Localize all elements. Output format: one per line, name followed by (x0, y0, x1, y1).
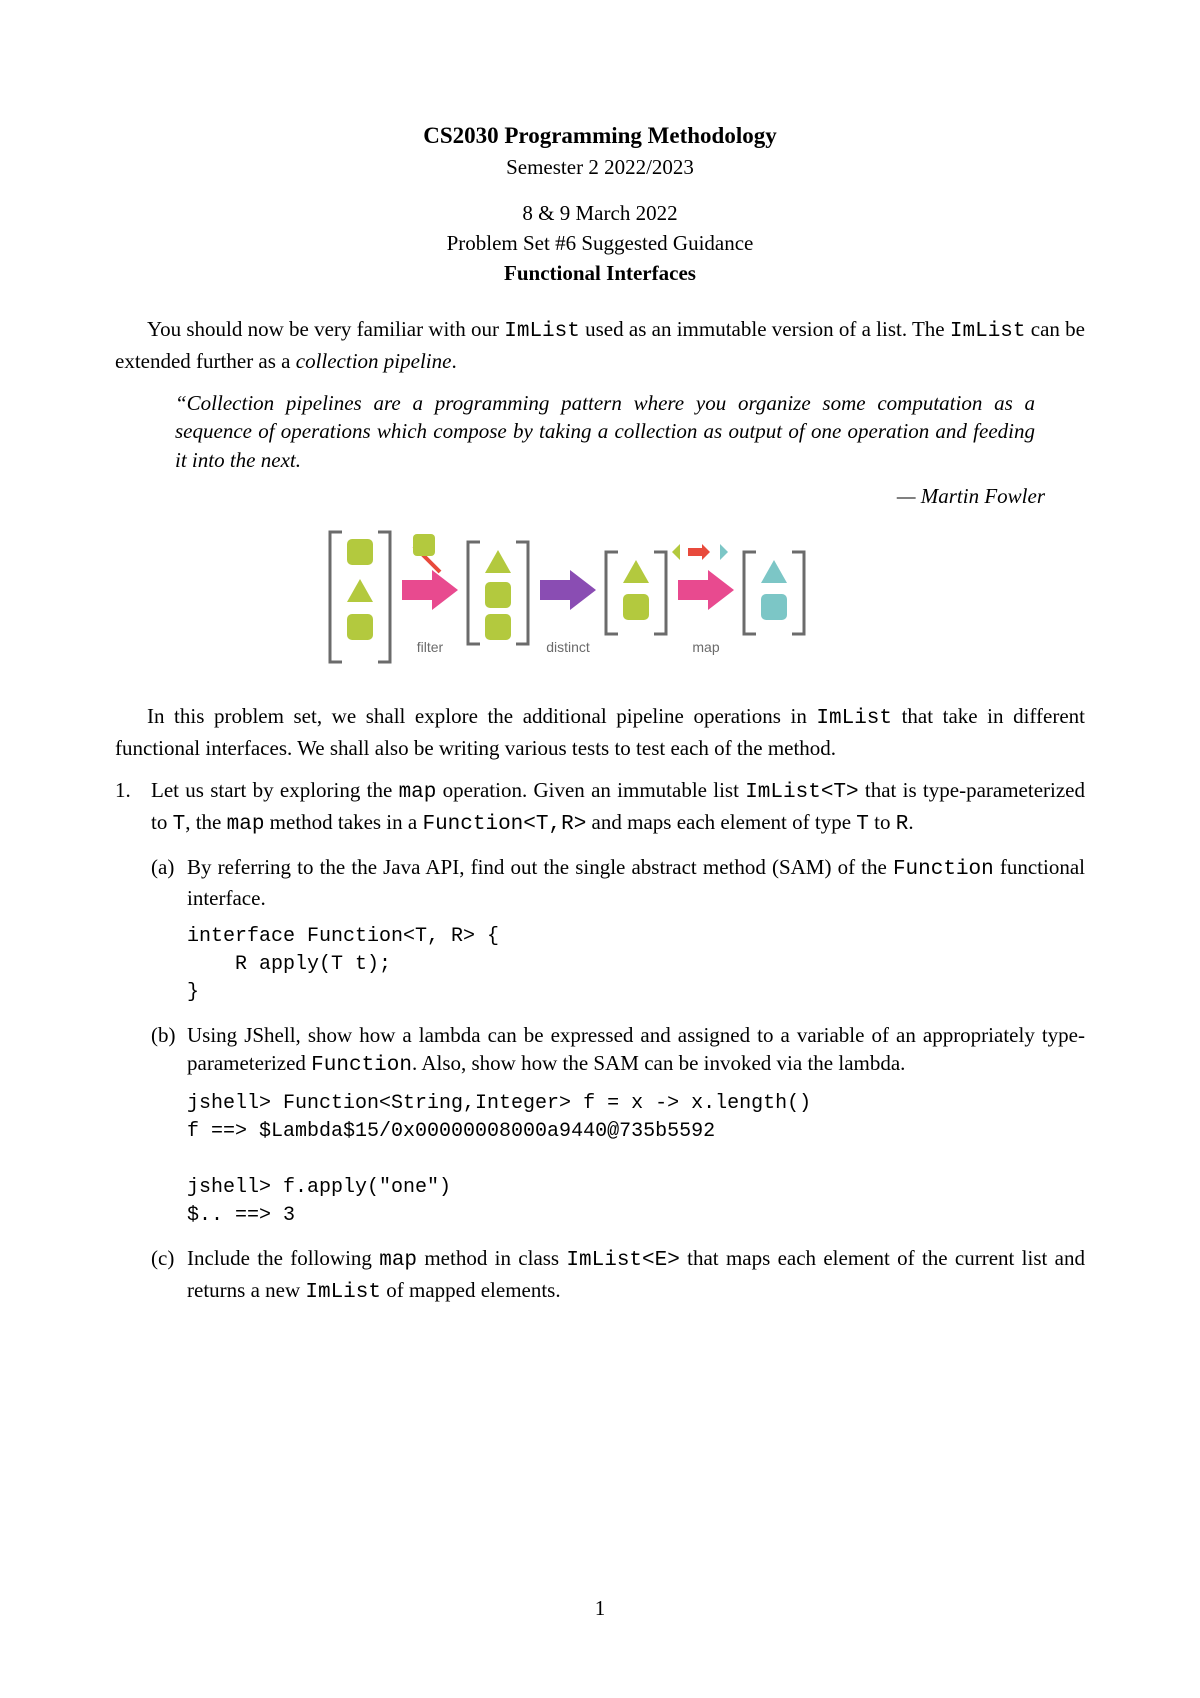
problem-set-label: Problem Set #6 Suggested Guidance (115, 229, 1085, 257)
code-imlist: ImList (950, 320, 1026, 343)
topic-title: Functional Interfaces (115, 259, 1085, 287)
code-map: map (399, 781, 437, 804)
distinct-label: distinct (546, 639, 590, 655)
subquestion-a: (a) By referring to the the Java API, fi… (151, 853, 1085, 1007)
code-function-tr: Function<T,R> (422, 813, 586, 836)
after-diagram-paragraph: In this problem set, we shall explore th… (115, 702, 1085, 762)
text: operation. Given an immutable list (436, 778, 745, 802)
arrow-filter (402, 534, 458, 610)
term-collection-pipeline: collection pipeline (296, 349, 452, 373)
sub-label-c: (c) (151, 1244, 187, 1272)
filter-label: filter (417, 639, 444, 655)
text: . Also, show how the SAM can be invoked … (412, 1051, 905, 1075)
page: CS2030 Programming Methodology Semester … (0, 0, 1200, 1698)
stage-1 (330, 532, 390, 662)
stage-4 (744, 552, 804, 634)
sub-label-a: (a) (151, 853, 187, 881)
code-imlist-e: ImList<E> (566, 1249, 679, 1272)
text: . (908, 810, 913, 834)
code-block-jshell: jshell> Function<String,Integer> f = x -… (187, 1090, 1085, 1230)
text: Include the following (187, 1246, 379, 1270)
map-label: map (692, 639, 719, 655)
code-t: T (856, 813, 869, 836)
code-imlist: ImList (816, 707, 892, 730)
course-title: CS2030 Programming Methodology (115, 120, 1085, 151)
arrow-map (672, 544, 734, 610)
question-1: 1. Let us start by exploring the map ope… (115, 776, 1085, 1307)
code-imlist: ImList (504, 320, 580, 343)
code-block-function-interface: interface Function<T, R> { R apply(T t);… (187, 923, 1085, 1007)
text: method in class (417, 1246, 566, 1270)
text: method takes in a (264, 810, 422, 834)
intro-paragraph: You should now be very familiar with our… (115, 315, 1085, 375)
pipeline-diagram: filter distinct map (320, 524, 880, 684)
text: By referring to the the Java API, find o… (187, 855, 893, 879)
code-imlist: ImList (305, 1281, 381, 1304)
date: 8 & 9 March 2022 (115, 199, 1085, 227)
code-map: map (227, 813, 265, 836)
quote-attribution: — Martin Fowler (115, 482, 1085, 510)
stage-3 (606, 552, 666, 634)
subquestion-list: (a) By referring to the the Java API, fi… (151, 853, 1085, 1307)
stage-2 (468, 542, 528, 644)
arrow-distinct (540, 570, 596, 610)
semester: Semester 2 2022/2023 (115, 153, 1085, 181)
code-function: Function (311, 1054, 412, 1077)
question-1-body: Let us start by exploring the map operat… (151, 776, 1085, 1307)
code-imlist-t: ImList<T> (745, 781, 858, 804)
intro-text: You should now be very familiar with our (147, 317, 504, 341)
sub-label-b: (b) (151, 1021, 187, 1049)
code-function: Function (893, 858, 994, 881)
text: of mapped elements. (381, 1278, 561, 1302)
text: , the (185, 810, 226, 834)
code-t: T (173, 813, 186, 836)
text: and maps each element of type (586, 810, 856, 834)
subquestion-b: (b) Using JShell, show how a lambda can … (151, 1021, 1085, 1231)
code-r: R (896, 813, 909, 836)
sub-b-body: Using JShell, show how a lambda can be e… (187, 1021, 1085, 1231)
text: In this problem set, we shall explore th… (147, 704, 816, 728)
question-list: 1. Let us start by exploring the map ope… (115, 776, 1085, 1307)
document-header: CS2030 Programming Methodology Semester … (115, 120, 1085, 287)
code-map: map (379, 1249, 417, 1272)
sub-a-body: By referring to the the Java API, find o… (187, 853, 1085, 1007)
quote-block: “Collection pipelines are a programming … (175, 389, 1035, 474)
text: to (869, 810, 896, 834)
page-number: 1 (0, 1594, 1200, 1622)
subquestion-c: (c) Include the following map method in … (151, 1244, 1085, 1307)
sub-c-body: Include the following map method in clas… (187, 1244, 1085, 1307)
text: Let us start by exploring the (151, 778, 399, 802)
intro-text: used as an immutable version of a list. … (580, 317, 950, 341)
intro-text: . (451, 349, 456, 373)
question-number: 1. (115, 776, 151, 804)
